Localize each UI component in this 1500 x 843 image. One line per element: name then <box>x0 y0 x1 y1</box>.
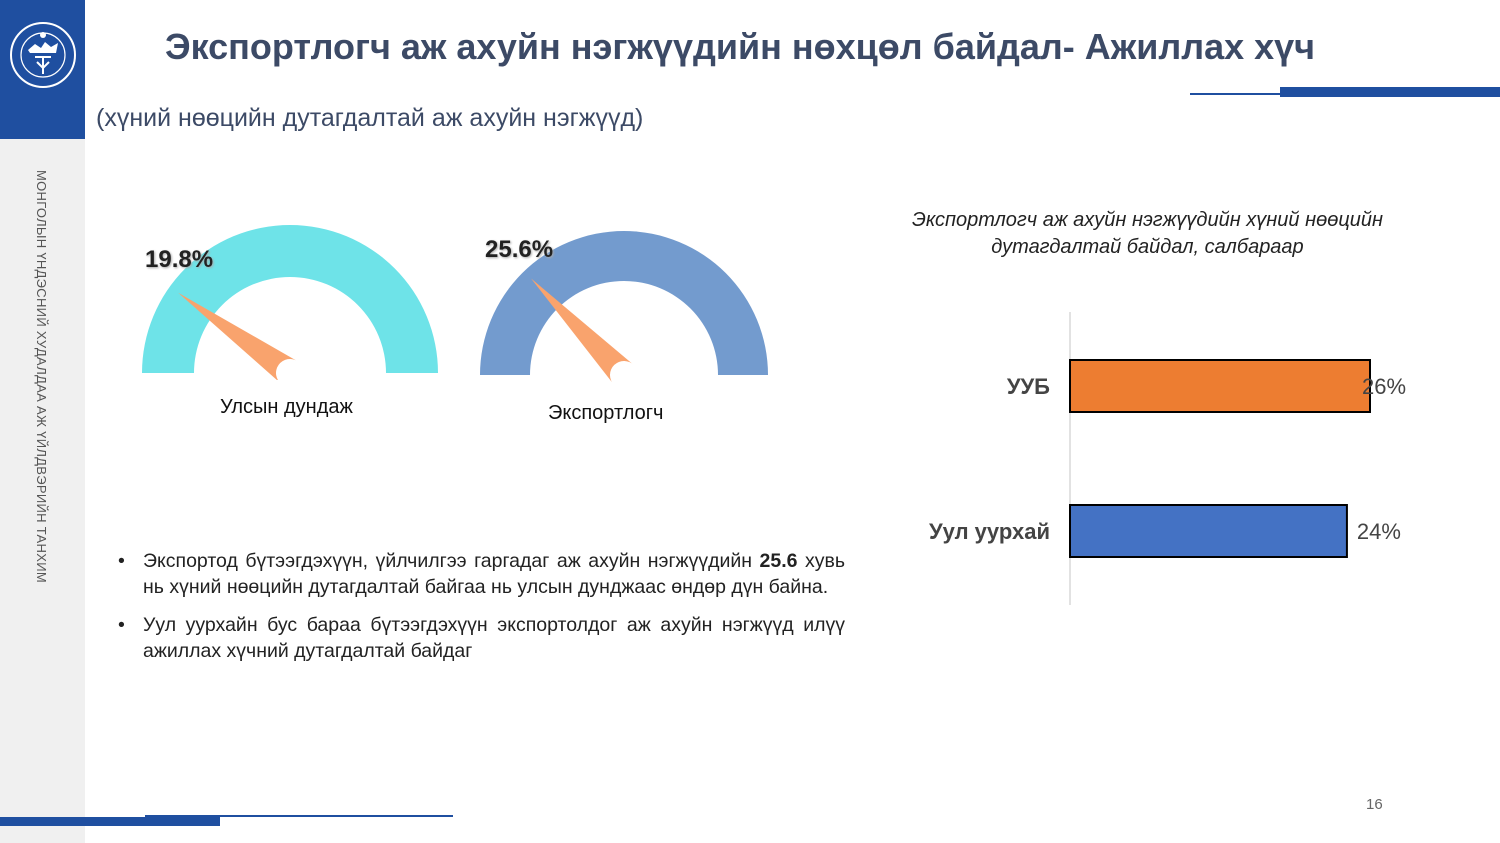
bullet-list: • Экспортод бүтээгдэхүүн, үйлчилгээ гарг… <box>118 548 845 676</box>
title-underline-thick <box>1280 87 1500 97</box>
footer-line-thin <box>145 815 453 817</box>
logo-panel <box>0 0 85 139</box>
bullet-dot-icon: • <box>118 550 125 572</box>
page-number: 16 <box>1366 796 1383 813</box>
bar <box>1069 504 1348 558</box>
bullet-text: Экспортод бүтээгдэхүүн, үйлчилгээ гаргад… <box>143 550 845 598</box>
bar <box>1069 359 1371 413</box>
page-title: Экспортлогч аж ахуйн нэгжүүдийн нөхцөл б… <box>165 26 1316 67</box>
bullet-item: • Экспортод бүтээгдэхүүн, үйлчилгээ гарг… <box>118 548 845 600</box>
gauge-needle <box>178 292 299 380</box>
footer-line-thick <box>0 817 220 826</box>
data-label: 24% <box>1357 519 1401 544</box>
gauge-value-national-average: 19.8% <box>145 246 214 273</box>
chart-title: Экспортлогч аж ахуйн нэгжүүдийн хүний нө… <box>911 209 1384 258</box>
bullet-dot-icon: • <box>118 614 125 636</box>
sidebar: МОНГОЛЫН ҮНДЭСНИЙ ХУДАЛДАА АЖ ҮЙЛДВЭРИЙН… <box>0 0 85 843</box>
organization-name-vertical: МОНГОЛЫН ҮНДЭСНИЙ ХУДАЛДАА АЖ ҮЙЛДВЭРИЙН… <box>34 170 49 583</box>
gauge-national-average <box>142 225 438 380</box>
gauge-value-exporters: 25.6% <box>485 236 554 263</box>
category-label: Уул уурхай <box>929 519 1050 544</box>
chamber-emblem-icon <box>10 22 76 88</box>
gauge-band <box>480 231 768 375</box>
gauge-needle <box>531 278 635 382</box>
page-subtitle: (хүний нөөцийн дутагдалтай аж ахуйн нэгж… <box>96 104 644 132</box>
bullet-text: Уул уурхайн бус бараа бүтээгдэхүүн экспо… <box>143 614 845 662</box>
gauge-exporters <box>480 231 768 382</box>
category-label: УУБ <box>1007 374 1050 399</box>
bullet-item: • Уул уурхайн бус бараа бүтээгдэхүүн экс… <box>118 612 845 664</box>
gauge-caption-national-average: Улсын дундаж <box>220 396 353 418</box>
gauge-caption-exporters: Экспортлогч <box>548 402 664 424</box>
bar-chart: УУБ 26% Уул уурхай 24% <box>929 312 1406 605</box>
data-label: 26% <box>1362 374 1406 399</box>
gauge-band <box>142 225 438 373</box>
